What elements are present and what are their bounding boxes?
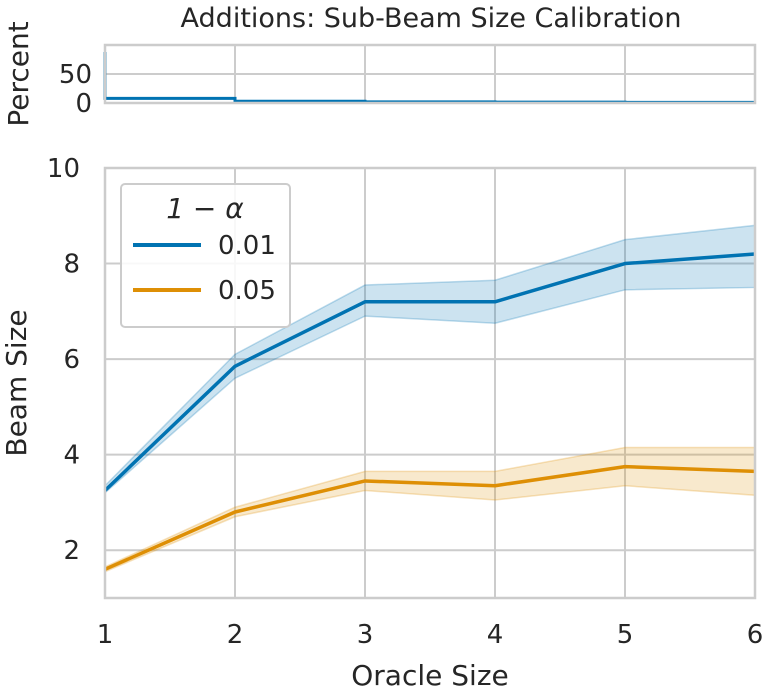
series-line-0.01 <box>103 252 756 492</box>
chart-title: Additions: Sub-Beam Size Calibration <box>181 3 682 34</box>
main-y-tick-label: 2 <box>63 536 80 566</box>
main-y-tick-label: 10 <box>47 154 80 184</box>
main-x-axis-label: Oracle Size <box>351 659 509 691</box>
main-x-tick-label: 2 <box>227 620 244 650</box>
top-gridlines <box>104 45 756 104</box>
main-y-tick-labels: 2 4 6 8 10 <box>47 154 80 566</box>
main-y-axis-label: Beam Size <box>0 309 33 456</box>
main-panel-frame <box>103 166 757 600</box>
main-x-tick-label: 6 <box>747 620 764 650</box>
top-panel-frame <box>103 43 757 105</box>
legend-label-0.05: 0.05 <box>218 276 276 306</box>
legend-title: 1 − α <box>166 192 244 225</box>
main-x-tick-label: 4 <box>487 620 504 650</box>
main-y-tick-label: 6 <box>63 345 80 375</box>
main-x-tick-label: 5 <box>617 620 634 650</box>
legend: 1 − α 0.01 0.05 <box>120 183 291 328</box>
main-x-tick-labels: 1 2 3 4 5 6 <box>97 620 764 650</box>
main-series <box>103 252 756 571</box>
series-line-0.05 <box>104 464 756 571</box>
percent-step-line <box>103 51 755 104</box>
top-y-tick-labels: 050 <box>59 60 92 119</box>
top-y-tick-label: 50 <box>59 60 92 90</box>
top-y-axis-label: Percent <box>2 21 35 126</box>
main-y-tick-label: 8 <box>63 250 80 280</box>
main-x-tick-label: 1 <box>97 620 114 650</box>
main-x-tick-label: 3 <box>357 620 374 650</box>
top-y-tick-label: 0 <box>75 89 92 119</box>
top-panel: 050 Percent <box>2 21 757 127</box>
legend-label-0.01: 0.01 <box>218 231 276 261</box>
top-series <box>103 51 755 104</box>
main-y-tick-label: 4 <box>63 441 80 471</box>
